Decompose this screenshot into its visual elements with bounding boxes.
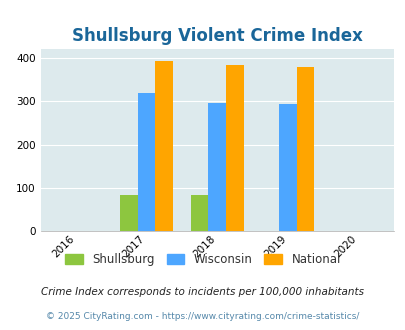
Bar — [208, 103, 226, 231]
Bar — [278, 104, 296, 231]
Text: © 2025 CityRating.com - https://www.cityrating.com/crime-statistics/: © 2025 CityRating.com - https://www.city… — [46, 312, 359, 321]
Bar — [120, 195, 137, 231]
Bar — [226, 65, 243, 231]
Text: Crime Index corresponds to incidents per 100,000 inhabitants: Crime Index corresponds to incidents per… — [41, 287, 364, 297]
Bar — [296, 67, 313, 231]
Bar — [155, 61, 173, 231]
Bar — [137, 93, 155, 231]
Bar — [190, 195, 208, 231]
Title: Shullsburg Violent Crime Index: Shullsburg Violent Crime Index — [72, 27, 362, 45]
Legend: Shullsburg, Wisconsin, National: Shullsburg, Wisconsin, National — [60, 248, 345, 271]
